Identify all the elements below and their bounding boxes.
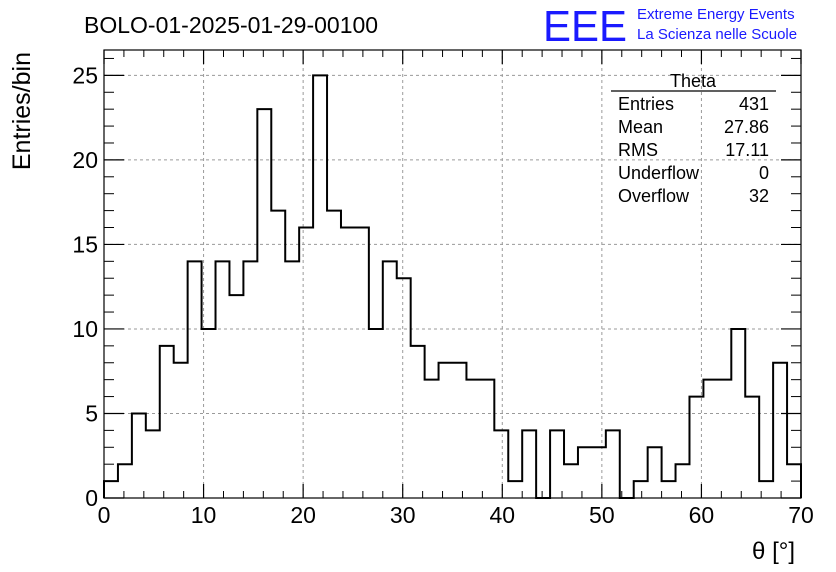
histogram-bin bbox=[592, 447, 606, 498]
histogram-bin bbox=[466, 380, 480, 498]
histogram-bin bbox=[202, 329, 216, 498]
histogram-bin bbox=[703, 380, 717, 498]
histogram-bin bbox=[453, 363, 467, 498]
histogram-bin bbox=[494, 430, 508, 498]
histogram-bin bbox=[188, 261, 202, 498]
histogram-bin bbox=[243, 261, 257, 498]
stats-title: Theta bbox=[670, 71, 717, 91]
plot-frame bbox=[103, 49, 802, 499]
histogram-bin bbox=[229, 295, 243, 498]
stats-overflow-value: 32 bbox=[749, 186, 769, 206]
x-tick-label: 70 bbox=[788, 502, 814, 528]
histogram-bin bbox=[132, 413, 146, 498]
histogram-bin bbox=[257, 109, 271, 498]
chart-title: BOLO-01-2025-01-29-00100 bbox=[84, 12, 378, 38]
histogram-outline bbox=[103, 74, 802, 499]
histogram-bin bbox=[578, 447, 592, 498]
histogram-bin bbox=[773, 363, 787, 498]
x-tick-label: 10 bbox=[191, 502, 217, 528]
histogram-bin bbox=[606, 430, 620, 498]
histogram-bin bbox=[216, 261, 230, 498]
logo-line-1: Extreme Energy Events bbox=[637, 6, 795, 23]
y-tick-label: 10 bbox=[72, 316, 98, 342]
y-tick-label: 15 bbox=[72, 231, 98, 257]
histogram-bin bbox=[341, 228, 355, 498]
stats-overflow-label: Overflow bbox=[618, 186, 690, 206]
y-tick-label: 25 bbox=[72, 62, 98, 88]
y-tick-label: 5 bbox=[85, 400, 98, 426]
histogram-bin bbox=[745, 397, 759, 498]
histogram-bins bbox=[103, 74, 802, 499]
histogram-bin bbox=[160, 346, 174, 498]
histogram-bin bbox=[411, 346, 425, 498]
y-tick-label: 20 bbox=[72, 147, 98, 173]
grid-lines bbox=[104, 50, 801, 498]
histogram-bin bbox=[369, 329, 383, 498]
histogram-bin bbox=[648, 447, 662, 498]
y-tick-label: 0 bbox=[85, 485, 98, 511]
axis-ticks: 0 10 20 30 40 50 60 70 0 5 10 15 20 25 bbox=[72, 50, 814, 528]
x-tick-label: 20 bbox=[290, 502, 316, 528]
histogram-bin bbox=[104, 481, 118, 498]
x-tick-label: 40 bbox=[489, 502, 515, 528]
stats-mean-label: Mean bbox=[618, 117, 663, 137]
stats-rms-value: 17.11 bbox=[725, 140, 769, 160]
histogram-bin bbox=[313, 75, 327, 498]
x-tick-label: 0 bbox=[98, 502, 111, 528]
histogram-bin bbox=[271, 211, 285, 498]
histogram-bin bbox=[327, 211, 341, 498]
histogram-bin bbox=[397, 278, 411, 498]
stats-rms-label: RMS bbox=[618, 140, 658, 160]
x-axis-label: θ [°] bbox=[752, 538, 795, 565]
stats-underflow-value: 0 bbox=[759, 163, 769, 183]
histogram-bin bbox=[717, 380, 731, 498]
x-tick-label: 50 bbox=[589, 502, 615, 528]
histogram-bin bbox=[731, 329, 745, 498]
histogram-bin bbox=[564, 464, 578, 498]
eee-logo: EEE Extreme Energy Events La Scienza nel… bbox=[543, 2, 797, 51]
stats-entries-label: Entries bbox=[618, 94, 674, 114]
histogram-bin bbox=[662, 481, 676, 498]
histogram-bin bbox=[146, 430, 160, 498]
histogram-bin bbox=[383, 261, 397, 498]
y-axis-label: Entries/bin bbox=[8, 52, 36, 170]
x-tick-label: 60 bbox=[689, 502, 715, 528]
stats-underflow-label: Underflow bbox=[618, 163, 700, 183]
histogram-bin bbox=[118, 464, 132, 498]
histogram-bin bbox=[522, 430, 536, 498]
histogram-bin bbox=[689, 397, 703, 498]
histogram-bin bbox=[508, 481, 522, 498]
histogram-bin bbox=[676, 464, 690, 498]
logo-line-2: La Scienza nelle Scuole bbox=[637, 26, 797, 43]
histogram-bin bbox=[174, 363, 188, 498]
histogram-bin bbox=[299, 228, 313, 498]
histogram-bin bbox=[285, 261, 299, 498]
stats-mean-value: 27.86 bbox=[724, 117, 769, 137]
x-tick-label: 30 bbox=[390, 502, 416, 528]
logo-mark: EEE bbox=[543, 2, 627, 51]
histogram-bin bbox=[480, 380, 494, 498]
stats-entries-value: 431 bbox=[739, 94, 769, 114]
histogram-bin bbox=[634, 481, 648, 498]
histogram-bin bbox=[439, 363, 453, 498]
histogram-bin bbox=[355, 228, 369, 498]
stats-box: Theta Entries 431 Mean 27.86 RMS 17.11 U… bbox=[611, 71, 776, 206]
histogram-bin bbox=[425, 380, 439, 498]
histogram-bin bbox=[550, 430, 564, 498]
